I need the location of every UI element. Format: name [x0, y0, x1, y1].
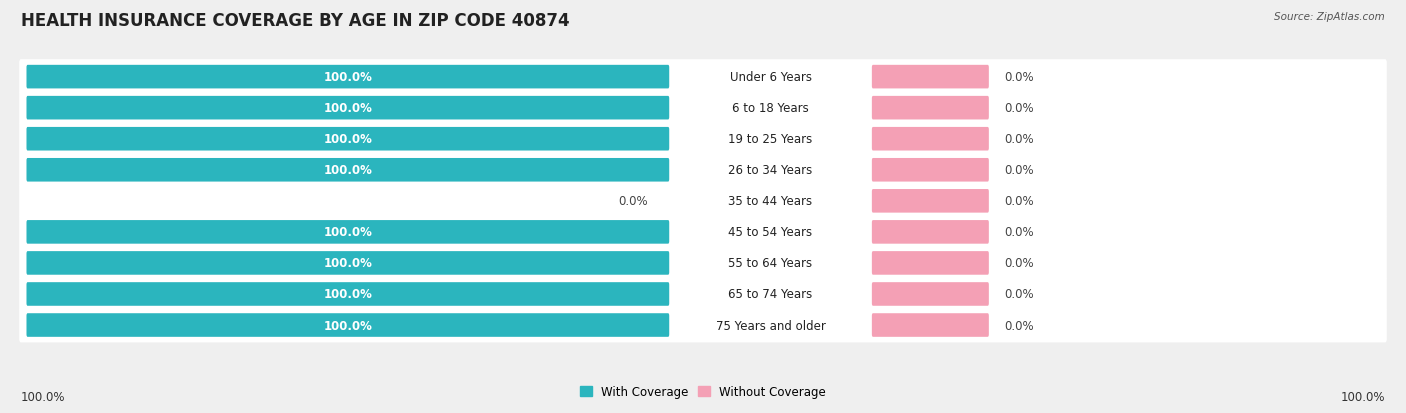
FancyBboxPatch shape [20, 153, 1386, 188]
Text: 100.0%: 100.0% [323, 257, 373, 270]
FancyBboxPatch shape [20, 215, 1386, 249]
Text: 55 to 64 Years: 55 to 64 Years [728, 257, 813, 270]
Text: 100.0%: 100.0% [323, 71, 373, 84]
Text: 100.0%: 100.0% [323, 288, 373, 301]
Text: 6 to 18 Years: 6 to 18 Years [733, 102, 808, 115]
FancyBboxPatch shape [20, 122, 1386, 157]
FancyBboxPatch shape [27, 252, 669, 275]
FancyBboxPatch shape [20, 91, 1386, 126]
FancyBboxPatch shape [20, 246, 1386, 281]
FancyBboxPatch shape [872, 97, 988, 120]
Text: 0.0%: 0.0% [1004, 71, 1033, 84]
FancyBboxPatch shape [20, 60, 1386, 95]
Text: 0.0%: 0.0% [1004, 164, 1033, 177]
FancyBboxPatch shape [27, 66, 669, 89]
FancyBboxPatch shape [872, 128, 988, 151]
Text: 100.0%: 100.0% [323, 319, 373, 332]
Text: Under 6 Years: Under 6 Years [730, 71, 811, 84]
FancyBboxPatch shape [872, 313, 988, 337]
Text: 100.0%: 100.0% [1340, 390, 1385, 403]
Legend: With Coverage, Without Coverage: With Coverage, Without Coverage [575, 381, 831, 403]
Text: 19 to 25 Years: 19 to 25 Years [728, 133, 813, 146]
FancyBboxPatch shape [872, 66, 988, 89]
FancyBboxPatch shape [872, 252, 988, 275]
FancyBboxPatch shape [20, 308, 1386, 343]
FancyBboxPatch shape [27, 128, 669, 151]
Text: 100.0%: 100.0% [323, 102, 373, 115]
Text: 0.0%: 0.0% [1004, 226, 1033, 239]
FancyBboxPatch shape [872, 282, 988, 306]
Text: 75 Years and older: 75 Years and older [716, 319, 825, 332]
FancyBboxPatch shape [20, 277, 1386, 311]
Text: 35 to 44 Years: 35 to 44 Years [728, 195, 813, 208]
Text: HEALTH INSURANCE COVERAGE BY AGE IN ZIP CODE 40874: HEALTH INSURANCE COVERAGE BY AGE IN ZIP … [21, 12, 569, 30]
FancyBboxPatch shape [27, 313, 669, 337]
FancyBboxPatch shape [27, 159, 669, 182]
Text: Source: ZipAtlas.com: Source: ZipAtlas.com [1274, 12, 1385, 22]
Text: 65 to 74 Years: 65 to 74 Years [728, 288, 813, 301]
Text: 0.0%: 0.0% [1004, 257, 1033, 270]
FancyBboxPatch shape [872, 159, 988, 182]
Text: 26 to 34 Years: 26 to 34 Years [728, 164, 813, 177]
FancyBboxPatch shape [27, 282, 669, 306]
Text: 100.0%: 100.0% [323, 133, 373, 146]
FancyBboxPatch shape [27, 97, 669, 120]
Text: 100.0%: 100.0% [323, 226, 373, 239]
Text: 0.0%: 0.0% [1004, 319, 1033, 332]
Text: 45 to 54 Years: 45 to 54 Years [728, 226, 813, 239]
Text: 0.0%: 0.0% [1004, 133, 1033, 146]
Text: 100.0%: 100.0% [323, 164, 373, 177]
FancyBboxPatch shape [20, 184, 1386, 219]
Text: 0.0%: 0.0% [1004, 102, 1033, 115]
FancyBboxPatch shape [27, 221, 669, 244]
FancyBboxPatch shape [872, 190, 988, 213]
Text: 0.0%: 0.0% [619, 195, 648, 208]
Text: 100.0%: 100.0% [21, 390, 66, 403]
FancyBboxPatch shape [872, 221, 988, 244]
Text: 0.0%: 0.0% [1004, 288, 1033, 301]
Text: 0.0%: 0.0% [1004, 195, 1033, 208]
